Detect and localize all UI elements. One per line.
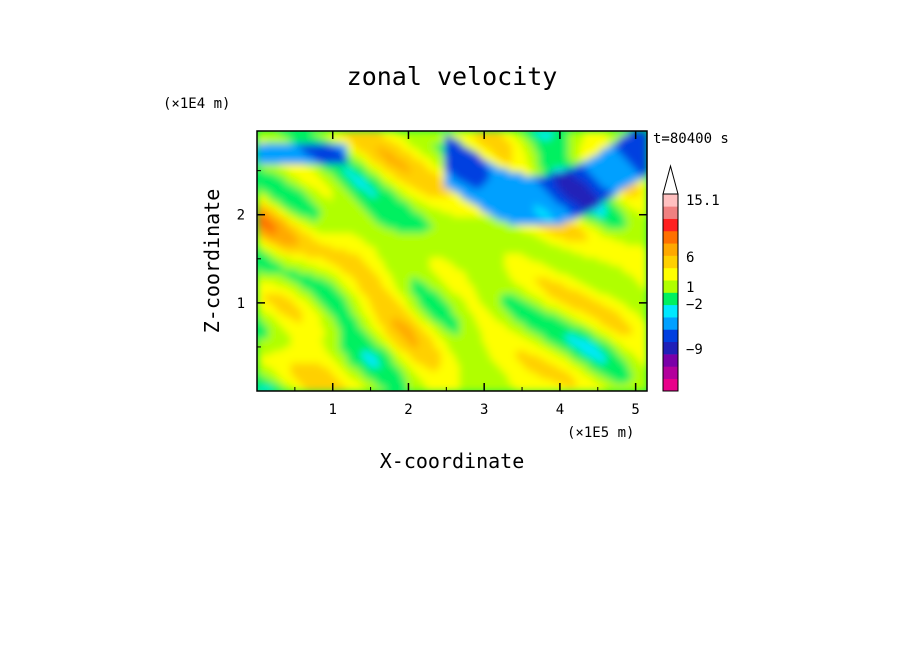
colorbar-label: 15.1	[686, 193, 720, 209]
colorbar-swatch	[663, 194, 678, 207]
colorbar-swatch	[663, 379, 678, 392]
y-axis-label: Z-coordinate	[200, 189, 224, 334]
x-tick-label: 5	[631, 402, 639, 418]
colorbar-swatch	[663, 366, 678, 379]
x-tick-label: 3	[480, 402, 488, 418]
x-unit-label: (×1E5 m)	[567, 425, 634, 441]
colorbar-label: −9	[686, 342, 703, 358]
colorbar-label: 1	[686, 280, 694, 296]
colorbar-label: 6	[686, 250, 694, 266]
colorbar-swatch	[663, 329, 678, 342]
colorbar-swatch	[663, 354, 678, 367]
x-tick-label: 1	[329, 402, 337, 418]
y-unit-label: (×1E4 m)	[163, 96, 230, 112]
x-tick-label: 4	[556, 402, 564, 418]
x-axis-label: X-coordinate	[380, 449, 525, 473]
colorbar-swatch	[663, 219, 678, 232]
chart-title: zonal velocity	[347, 62, 558, 91]
colorbar: 15.1 6 1−2 −9	[663, 166, 720, 391]
colorbar-swatch	[663, 268, 678, 281]
time-label: t=80400 s	[653, 131, 729, 147]
x-tick-label: 2	[404, 402, 412, 418]
colorbar-swatch	[663, 243, 678, 256]
colorbar-swatch	[663, 317, 678, 330]
colorbar-swatch	[663, 256, 678, 269]
colorbar-label: −2	[686, 297, 703, 313]
heatmap-field	[257, 131, 648, 392]
colorbar-swatch	[663, 293, 678, 306]
colorbar-extend-arrow	[663, 166, 678, 194]
y-tick-label: 1	[237, 296, 245, 312]
colorbar-swatch	[663, 342, 678, 355]
colorbar-swatch	[663, 206, 678, 219]
colorbar-swatch	[663, 280, 678, 293]
y-tick-label: 2	[237, 208, 245, 224]
colorbar-swatch	[663, 305, 678, 318]
colorbar-swatch	[663, 231, 678, 244]
